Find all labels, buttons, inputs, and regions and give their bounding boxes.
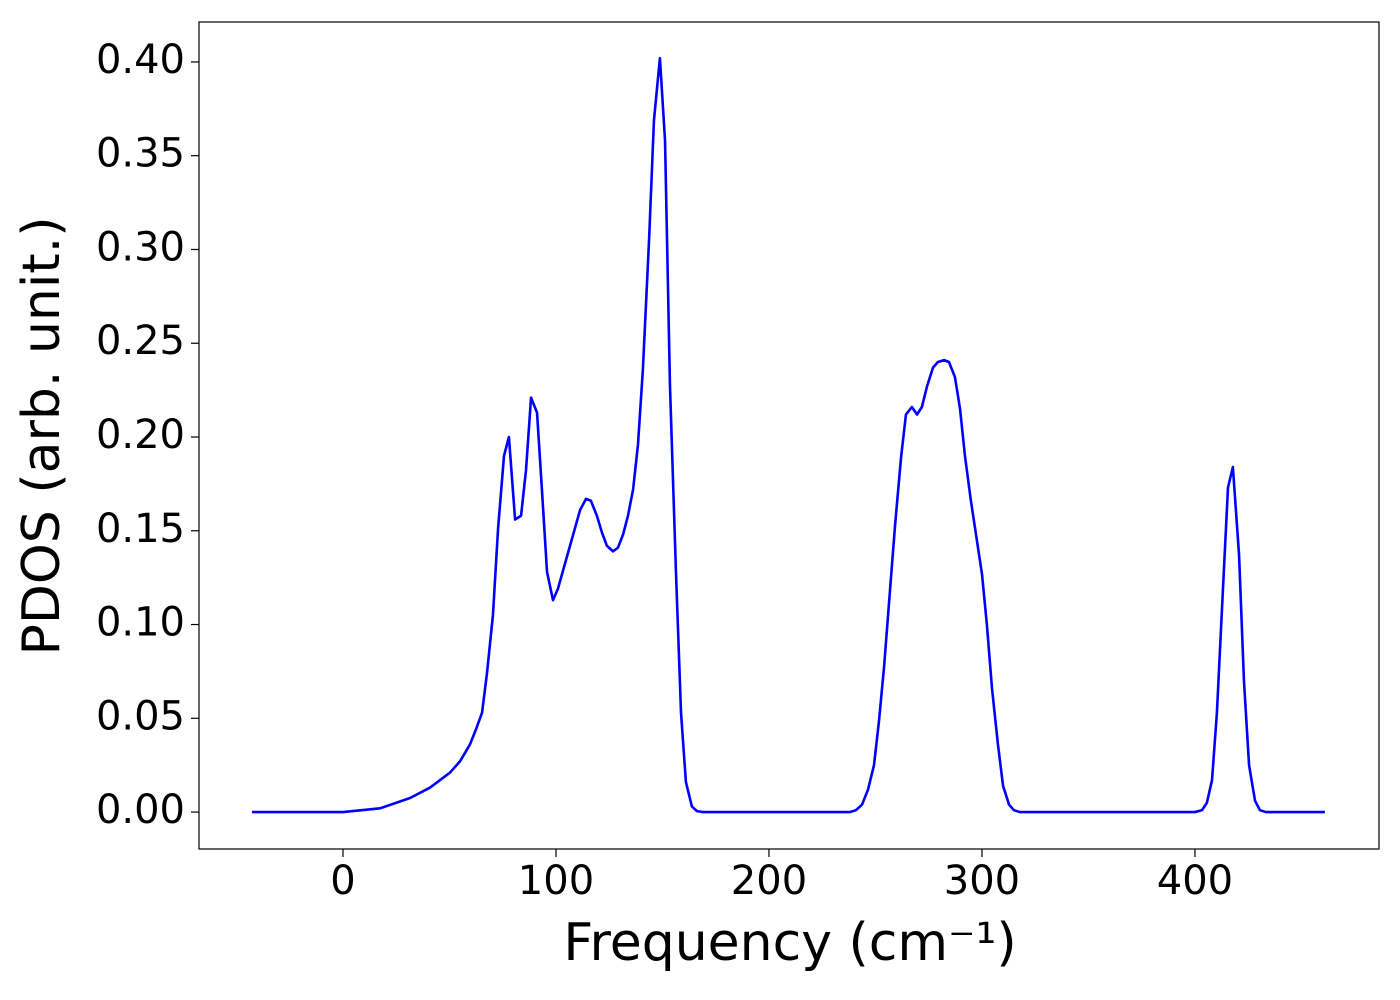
y-tick-label: 0.10 [96,600,185,646]
y-tick-label: 0.30 [96,224,185,270]
y-tick-label: 0.15 [96,506,185,552]
x-tick-label: 200 [731,858,807,904]
plot-frame [198,21,1380,850]
x-axis-label: Frequency (cm⁻¹) [563,913,1016,973]
y-tick-label: 0.00 [96,787,185,833]
x-tick-label: 100 [518,858,594,904]
y-axis-label: PDOS (arb. unit.) [12,216,72,655]
x-tick-label: 0 [330,858,355,904]
y-tick-label: 0.25 [96,318,185,364]
x-tick-label: 300 [944,858,1020,904]
y-tick-label: 0.35 [96,131,185,177]
y-tick-label: 0.05 [96,693,185,739]
y-tick-label: 0.40 [96,37,185,83]
x-tick-label: 400 [1157,858,1233,904]
y-tick-label: 0.20 [96,412,185,458]
data-line [252,56,1325,814]
